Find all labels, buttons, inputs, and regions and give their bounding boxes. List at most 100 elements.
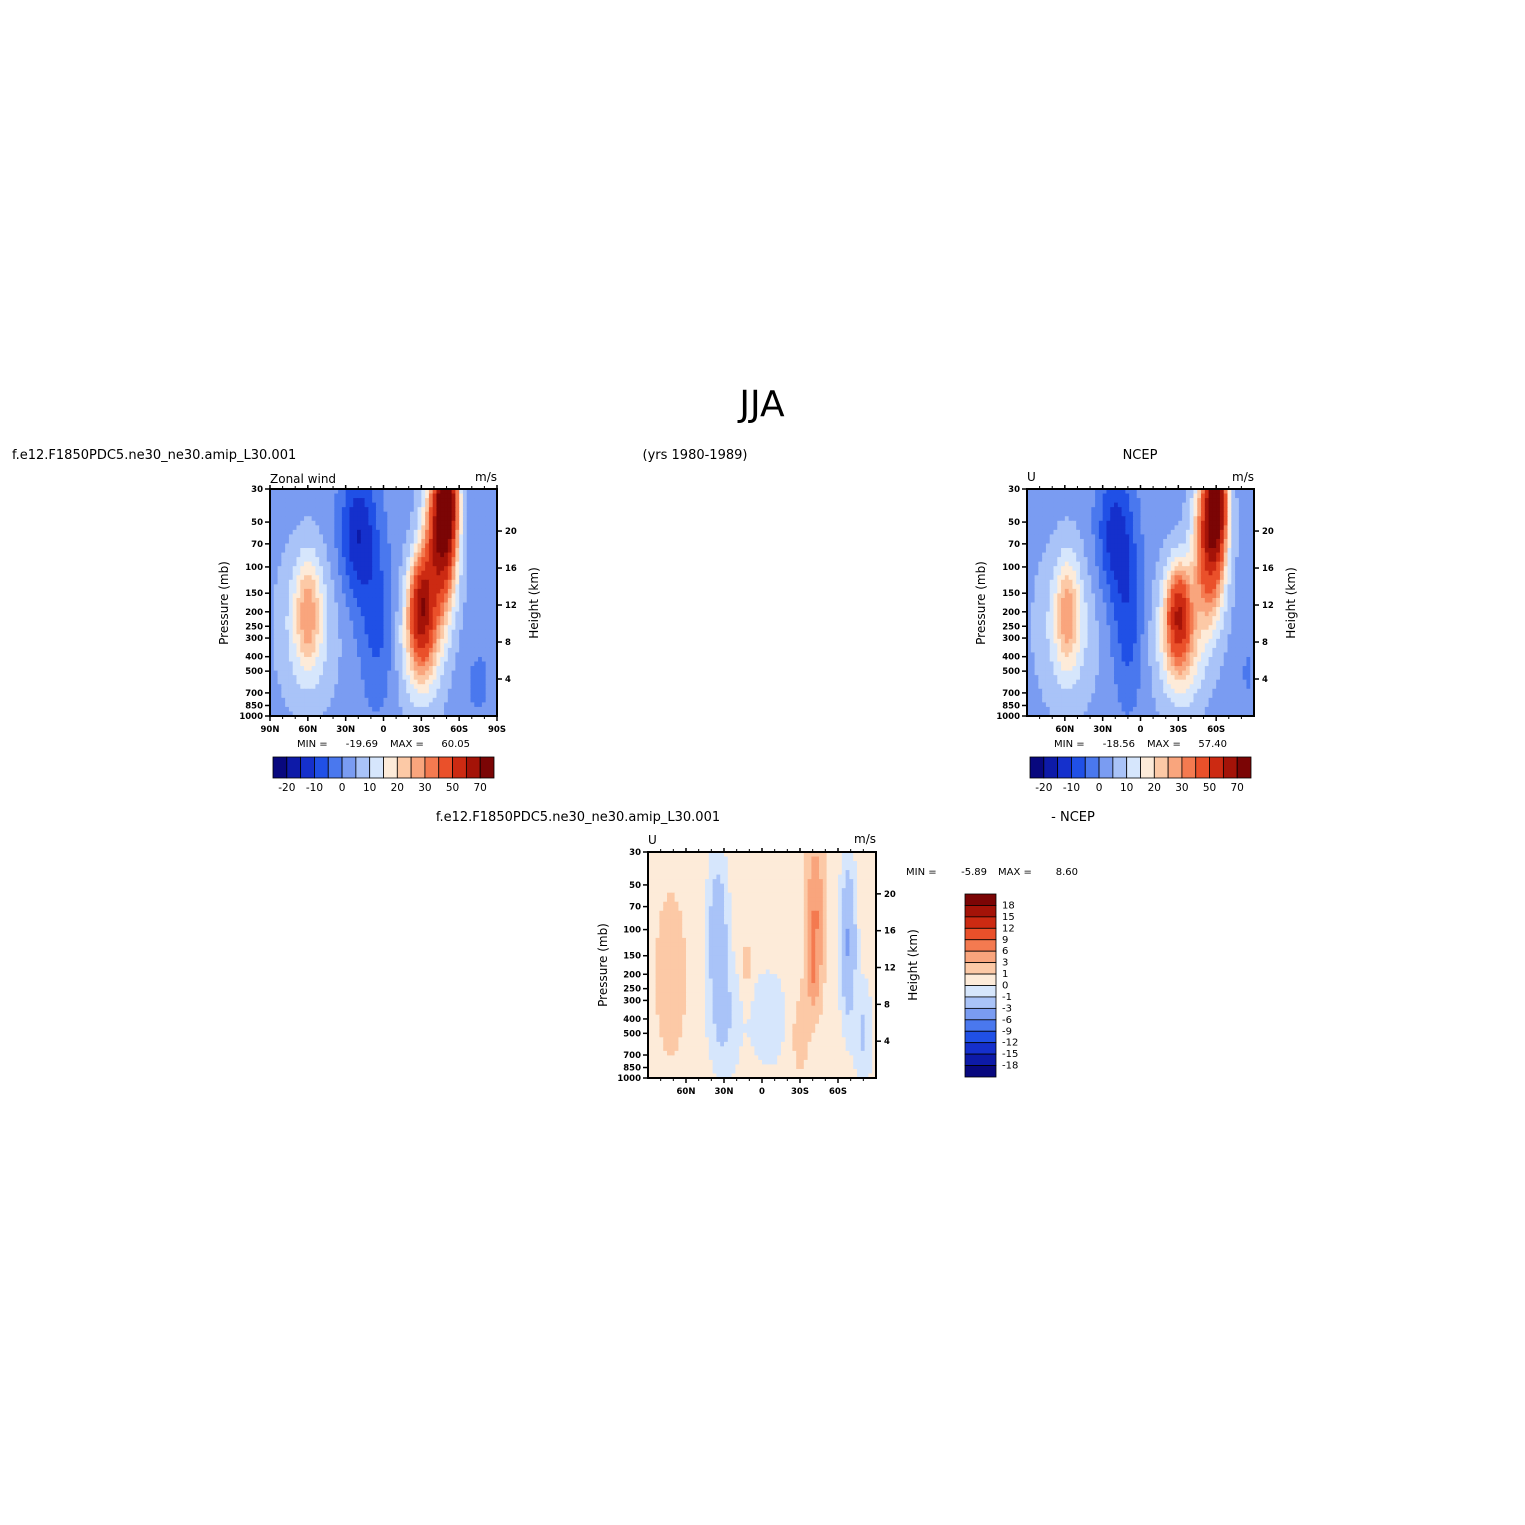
field-cell: [1098, 593, 1104, 599]
field-cell: [1235, 561, 1240, 567]
field-cell: [319, 688, 324, 694]
field-cell: [409, 511, 415, 517]
field-cell: [409, 534, 415, 540]
field-cell: [428, 711, 434, 717]
field-cell: [493, 538, 498, 545]
field-cell: [300, 670, 305, 676]
field-cell: [440, 616, 445, 622]
field-cell: [1246, 579, 1251, 585]
field-cell: [1072, 557, 1077, 563]
field-cell: [1110, 588, 1115, 595]
field-cell: [466, 643, 472, 649]
field-cell: [349, 507, 354, 513]
field-cell: [485, 670, 491, 676]
field-cell: [470, 579, 475, 585]
field-cell: [311, 656, 316, 663]
field-cell: [1053, 493, 1058, 499]
field-cell: [425, 561, 430, 567]
field-cell: [277, 538, 282, 545]
field-cell: [1064, 489, 1070, 495]
field-cell: [436, 570, 441, 576]
field-cell: [1170, 570, 1176, 576]
field-cell: [428, 634, 434, 640]
field-cell: [417, 620, 422, 626]
colorbar-swatch: [1071, 756, 1086, 779]
field-cell: [357, 679, 362, 685]
field-cell: [1155, 507, 1161, 513]
field-cell: [349, 570, 354, 576]
colorbar: -20 -10 0 10 20 30 50 70: [272, 756, 495, 794]
field-cell: [1250, 516, 1255, 522]
field-cell: [1227, 575, 1232, 581]
field-cell: [368, 638, 373, 644]
field-cell: [470, 597, 475, 604]
field-cell: [489, 602, 494, 608]
field-cell: [398, 625, 404, 631]
field-cell: [466, 647, 472, 654]
colorbar-label: 10: [363, 782, 376, 794]
field-cell: [1212, 588, 1217, 595]
field-cell: [428, 498, 434, 504]
field-cell: [1042, 597, 1047, 604]
field-cell: [300, 593, 305, 599]
field-cell: [281, 602, 286, 608]
field-cell: [447, 638, 453, 644]
field-cell: [307, 656, 313, 663]
field-cell: [398, 593, 404, 599]
field-cell: [285, 529, 290, 535]
field-cell: [315, 693, 320, 699]
field-cell: [432, 661, 438, 667]
field-cell: [455, 493, 460, 499]
field-cell: [1148, 620, 1153, 626]
field-cell: [1197, 520, 1202, 526]
field-cell: [493, 702, 498, 708]
field-cell: [1242, 498, 1248, 504]
field-cell: [1231, 593, 1236, 599]
field-cell: [474, 516, 479, 522]
field-cell: [436, 579, 441, 585]
field-cell: [1117, 520, 1123, 526]
field-cell: [357, 656, 362, 663]
field-cell: [375, 493, 381, 499]
field-cell: [372, 561, 377, 567]
field-cell: [432, 607, 438, 613]
field-cell: [375, 557, 381, 563]
field-cell: [379, 575, 385, 581]
field-cell: [368, 679, 373, 685]
field-cell: [398, 561, 404, 567]
field-cell: [338, 561, 343, 567]
field-cell: [451, 666, 456, 672]
field-cell: [387, 548, 392, 554]
field-cell: [349, 620, 354, 626]
field-cell: [1061, 538, 1066, 545]
field-cell: [485, 697, 491, 703]
x-tick-label: 90S: [488, 725, 506, 735]
field-cell: [1148, 616, 1153, 622]
field-cell: [368, 489, 373, 495]
field-cell: [285, 611, 290, 617]
field-cell: [288, 520, 294, 526]
field-cell: [285, 566, 290, 572]
field-cell: [478, 634, 483, 640]
field-cell: [447, 579, 453, 585]
field-cell: [1163, 566, 1168, 572]
field-cell: [1246, 584, 1251, 590]
field-cell: [1087, 566, 1092, 572]
field-cell: [322, 679, 328, 685]
field-cell: [1163, 579, 1168, 585]
field-cell: [402, 561, 407, 567]
field-cell: [1053, 502, 1058, 508]
field-cell: [1121, 620, 1126, 626]
field-cell: [1072, 502, 1077, 508]
field-cell: [1231, 534, 1236, 540]
field-cell: [459, 566, 464, 572]
field-cell: [341, 602, 347, 608]
field-cell: [432, 611, 438, 617]
field-cell: [459, 575, 464, 581]
field-cell: [338, 688, 343, 694]
field-cell: [1166, 498, 1172, 504]
field-cell: [300, 489, 305, 495]
field-cell: [387, 611, 392, 617]
field-cell: [307, 507, 313, 513]
field-cell: [1212, 593, 1217, 599]
